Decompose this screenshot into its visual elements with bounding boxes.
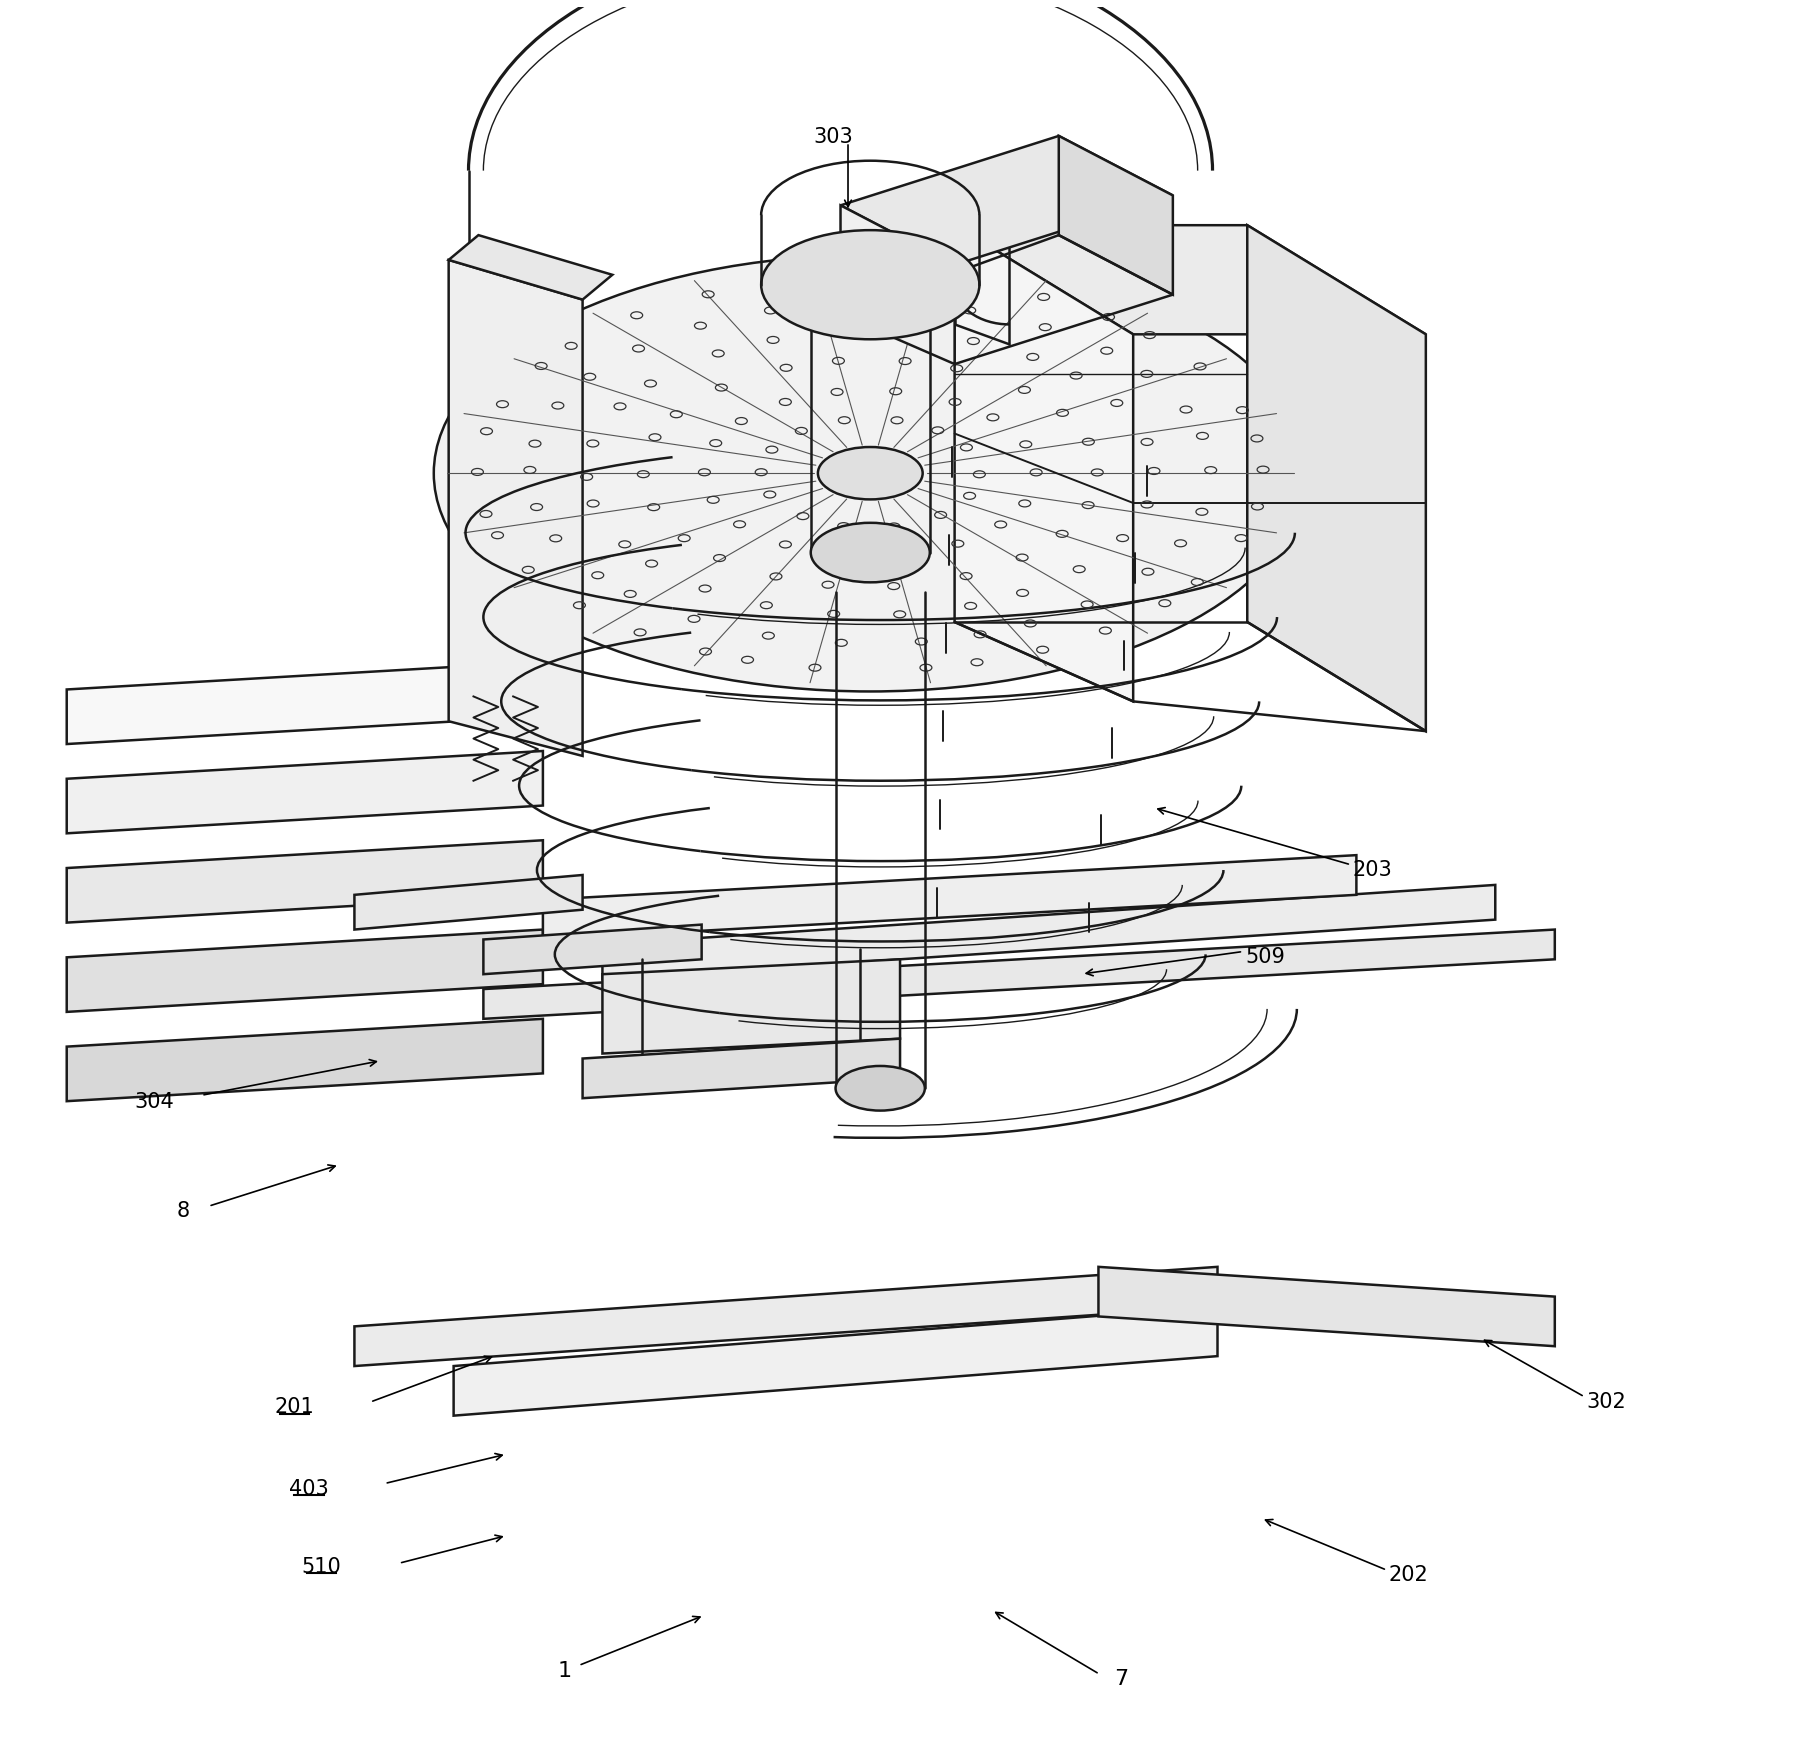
Text: 1: 1	[558, 1661, 570, 1681]
Polygon shape	[355, 1267, 1217, 1366]
Ellipse shape	[811, 522, 929, 582]
Polygon shape	[67, 662, 543, 744]
Text: 8: 8	[177, 1202, 190, 1221]
Text: 509: 509	[1244, 947, 1284, 966]
Polygon shape	[583, 1039, 900, 1099]
Polygon shape	[449, 260, 583, 756]
Ellipse shape	[835, 1066, 925, 1111]
Polygon shape	[954, 225, 1134, 701]
Polygon shape	[603, 886, 1496, 978]
Ellipse shape	[435, 255, 1308, 692]
Polygon shape	[1099, 1267, 1556, 1347]
Polygon shape	[449, 236, 612, 299]
Ellipse shape	[761, 231, 980, 339]
Text: 7: 7	[1114, 1670, 1128, 1689]
Polygon shape	[67, 751, 543, 833]
Polygon shape	[840, 206, 954, 363]
Text: 303: 303	[813, 128, 853, 147]
Polygon shape	[1059, 136, 1174, 295]
Polygon shape	[355, 875, 583, 929]
Polygon shape	[67, 1019, 543, 1101]
Ellipse shape	[811, 266, 929, 325]
Text: 510: 510	[302, 1557, 342, 1578]
Text: 304: 304	[134, 1092, 174, 1113]
Text: 201: 201	[275, 1398, 315, 1417]
Polygon shape	[1248, 225, 1425, 732]
Ellipse shape	[819, 447, 922, 500]
Text: 202: 202	[1389, 1565, 1429, 1586]
Polygon shape	[67, 929, 543, 1012]
Polygon shape	[484, 929, 1556, 1019]
Polygon shape	[484, 924, 701, 975]
Polygon shape	[453, 1307, 1217, 1415]
Polygon shape	[840, 136, 1174, 266]
Polygon shape	[603, 959, 900, 1053]
Text: 203: 203	[1353, 860, 1393, 880]
Polygon shape	[67, 840, 543, 922]
Polygon shape	[543, 854, 1356, 940]
Text: 302: 302	[1586, 1392, 1626, 1412]
Text: 403: 403	[290, 1478, 330, 1499]
Polygon shape	[954, 225, 1425, 334]
